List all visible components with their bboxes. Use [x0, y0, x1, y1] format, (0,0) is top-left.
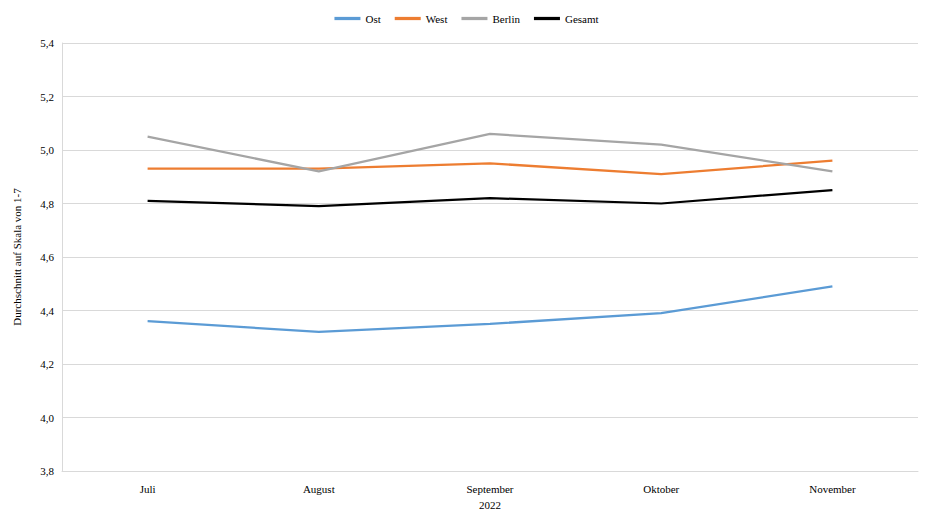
svg-text:November: November [809, 483, 856, 495]
svg-text:August: August [303, 483, 335, 495]
svg-text:5,0: 5,0 [40, 144, 54, 156]
svg-text:West: West [426, 13, 448, 25]
svg-text:2022: 2022 [479, 499, 501, 511]
svg-text:3,8: 3,8 [40, 465, 54, 477]
svg-text:4,0: 4,0 [40, 412, 54, 424]
svg-text:4,8: 4,8 [40, 198, 54, 210]
svg-text:Durchschnitt auf Skala von 1-7: Durchschnitt auf Skala von 1-7 [11, 188, 23, 326]
svg-text:Berlin: Berlin [492, 13, 520, 25]
svg-text:Ost: Ost [365, 13, 380, 25]
svg-text:4,4: 4,4 [40, 305, 54, 317]
svg-text:5,2: 5,2 [40, 91, 54, 103]
svg-text:4,6: 4,6 [40, 251, 54, 263]
svg-text:5,4: 5,4 [40, 37, 54, 49]
svg-text:Juli: Juli [140, 483, 156, 495]
svg-text:4,2: 4,2 [40, 358, 54, 370]
svg-text:September: September [466, 483, 513, 495]
svg-text:Gesamt: Gesamt [565, 13, 599, 25]
svg-text:Oktober: Oktober [643, 483, 679, 495]
